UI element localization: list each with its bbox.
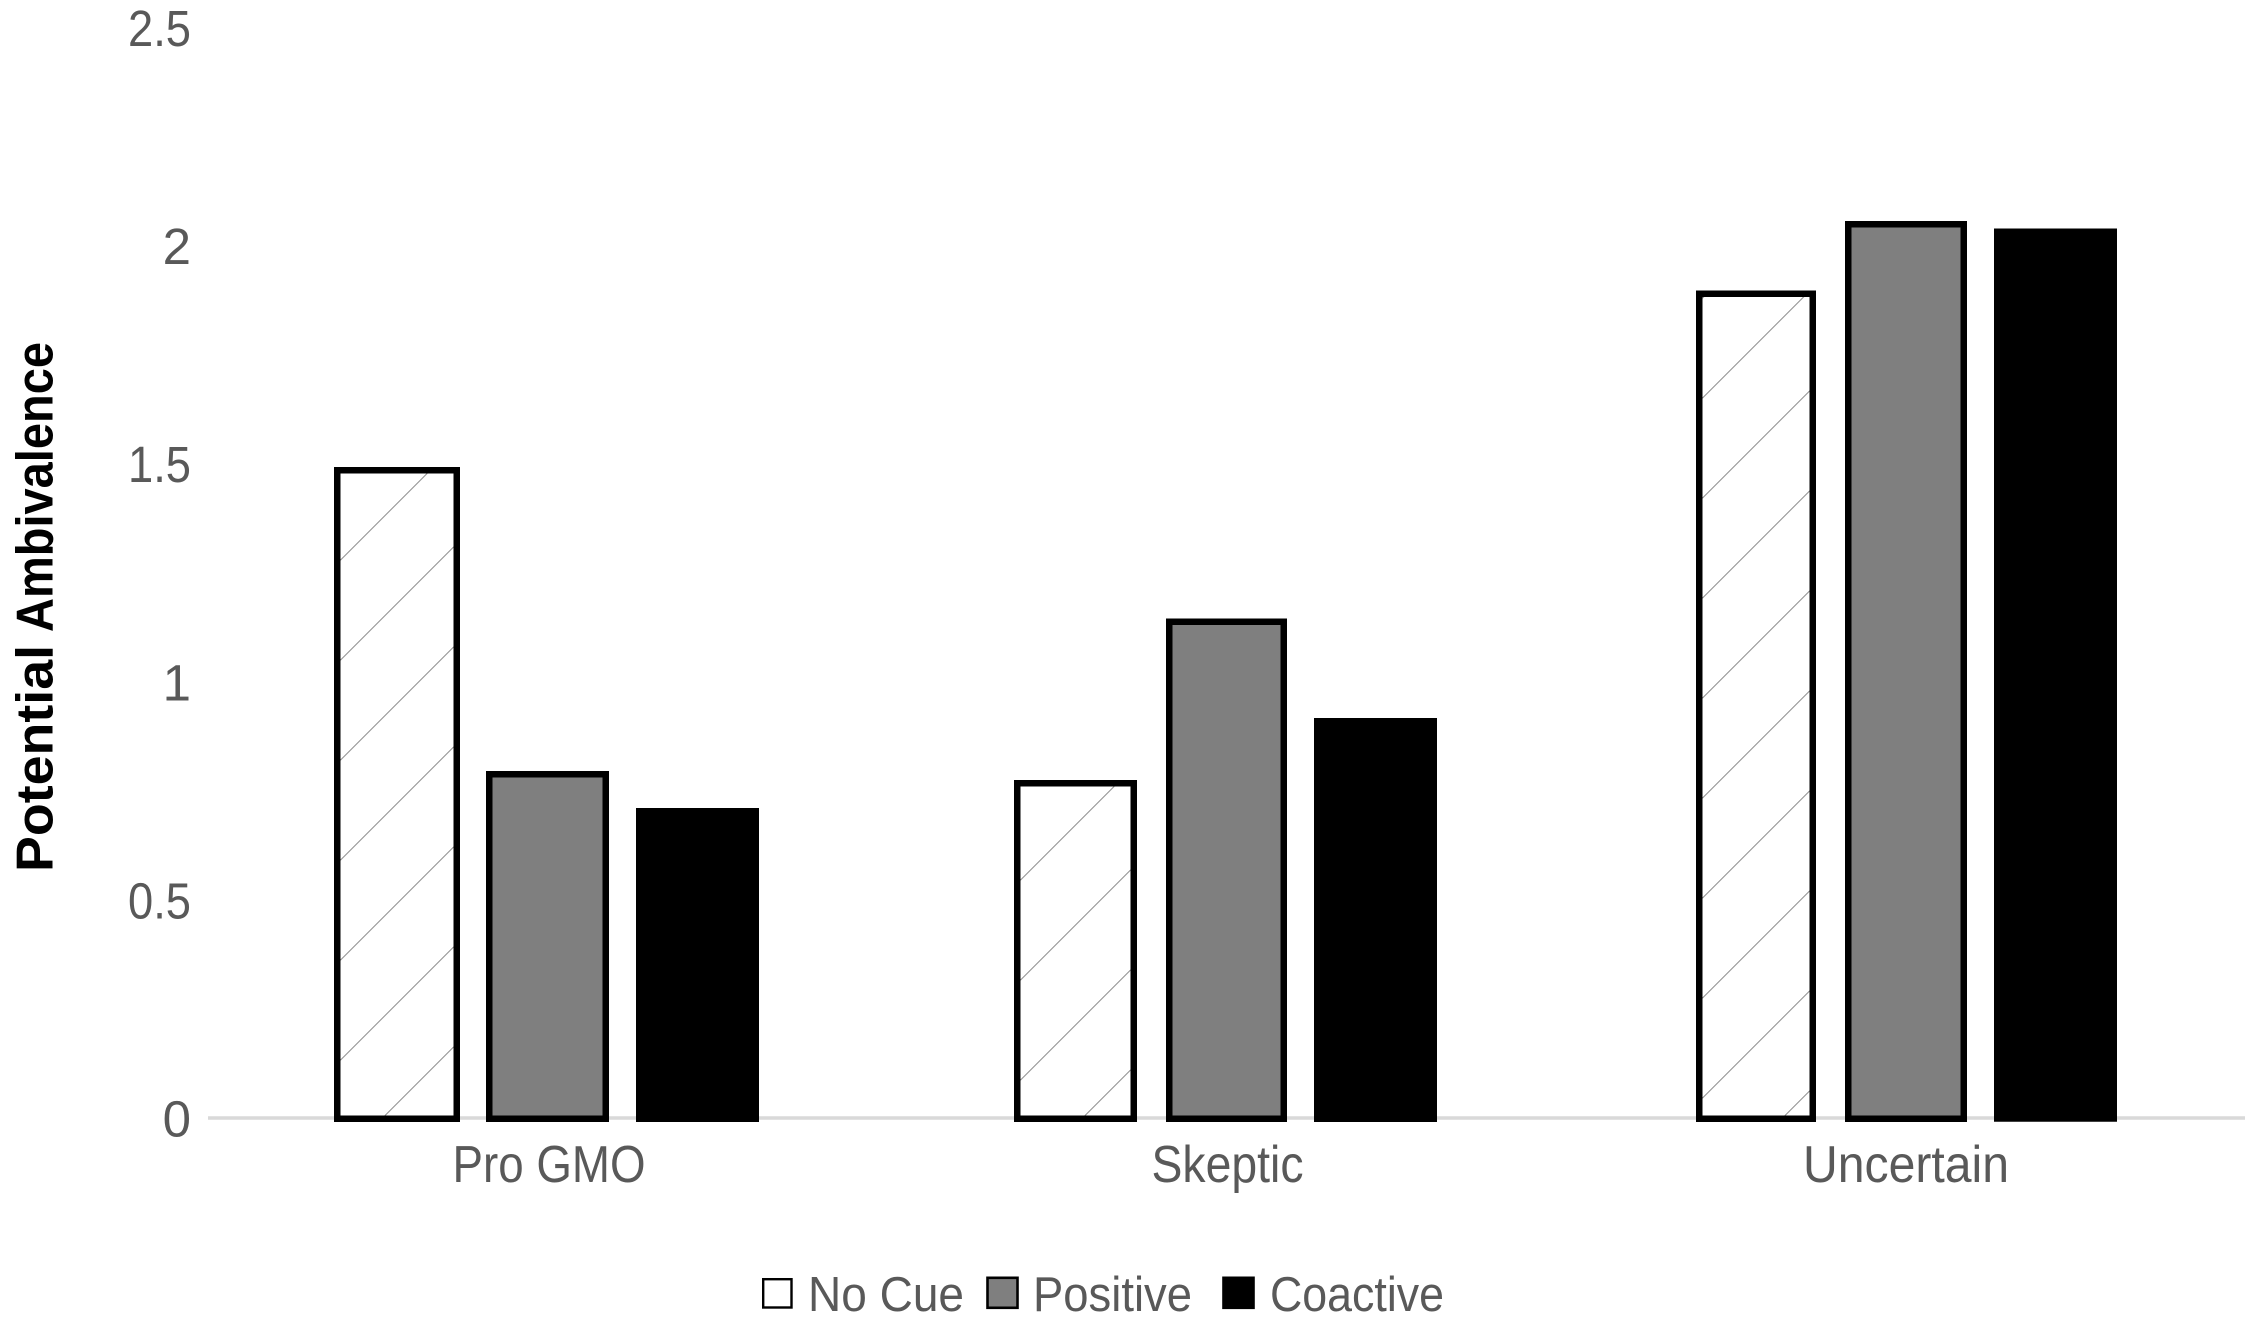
svg-text:Uncertain: Uncertain — [1803, 1136, 2009, 1194]
svg-text:1.5: 1.5 — [128, 436, 191, 493]
svg-text:0: 0 — [163, 1091, 191, 1148]
svg-text:No Cue: No Cue — [808, 1268, 964, 1322]
svg-text:2: 2 — [163, 218, 191, 275]
svg-text:Skeptic: Skeptic — [1152, 1136, 1304, 1194]
svg-text:2.5: 2.5 — [128, 0, 191, 57]
svg-text:Positive: Positive — [1033, 1268, 1192, 1322]
svg-text:Pro GMO: Pro GMO — [453, 1136, 646, 1194]
svg-text:1: 1 — [163, 654, 191, 711]
svg-text:Coactive: Coactive — [1270, 1268, 1444, 1322]
svg-text:0.5: 0.5 — [128, 873, 191, 930]
svg-text:Potential Ambivalence: Potential Ambivalence — [7, 342, 65, 872]
